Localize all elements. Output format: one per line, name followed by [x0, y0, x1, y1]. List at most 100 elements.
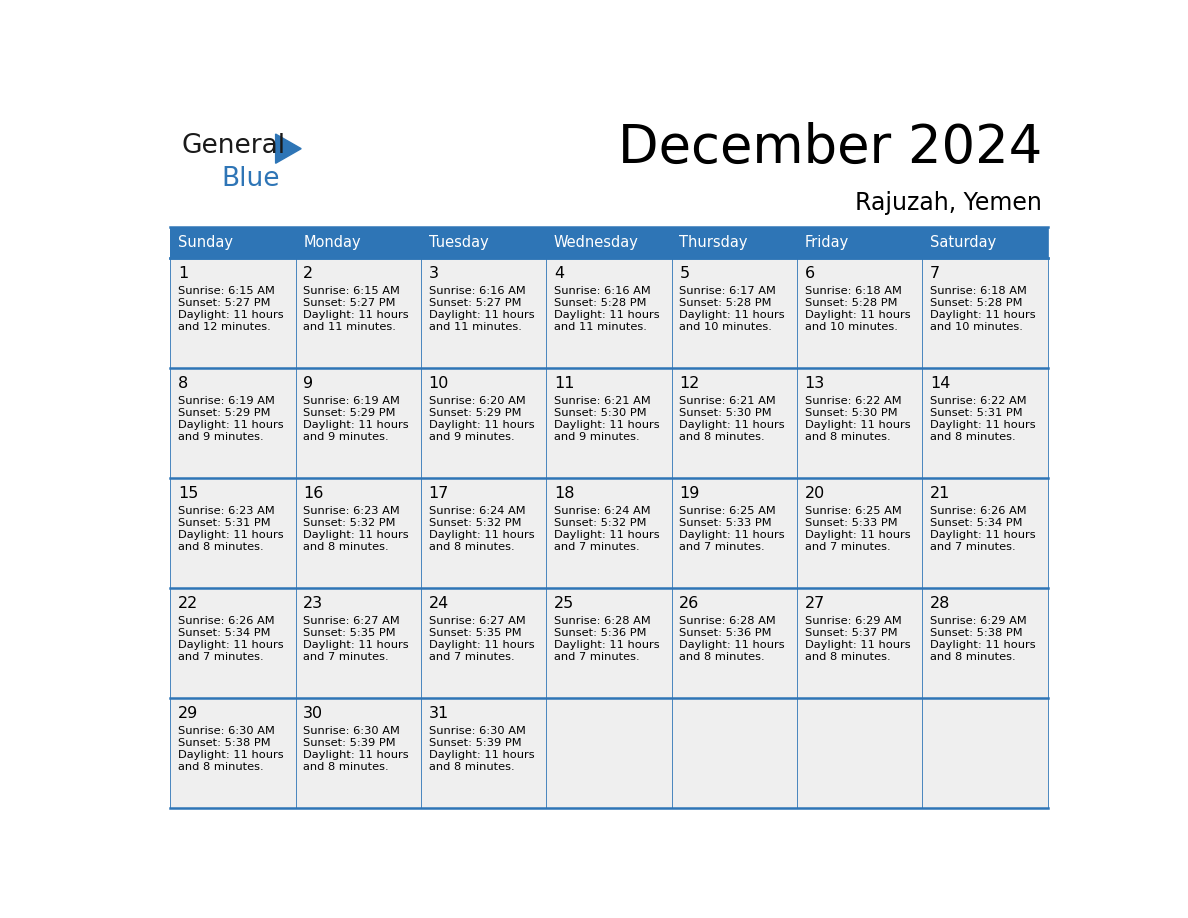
Text: and 8 minutes.: and 8 minutes. [680, 652, 765, 662]
Text: Monday: Monday [303, 235, 361, 250]
Text: and 7 minutes.: and 7 minutes. [930, 543, 1016, 553]
Text: Daylight: 11 hours: Daylight: 11 hours [554, 640, 659, 650]
Bar [797, 478, 922, 588]
Text: Daylight: 11 hours: Daylight: 11 hours [930, 310, 1036, 320]
Text: 8: 8 [178, 375, 188, 391]
Text: 24: 24 [429, 596, 449, 610]
Bar [546, 588, 671, 698]
Text: 10: 10 [429, 375, 449, 391]
Text: Sunset: 5:38 PM: Sunset: 5:38 PM [178, 738, 271, 748]
Text: Thursday: Thursday [680, 235, 747, 250]
Text: Sunset: 5:33 PM: Sunset: 5:33 PM [804, 519, 897, 529]
Text: and 7 minutes.: and 7 minutes. [804, 543, 890, 553]
Text: 12: 12 [680, 375, 700, 391]
Text: Daylight: 11 hours: Daylight: 11 hours [178, 531, 284, 541]
Bar [797, 258, 922, 368]
Bar [296, 478, 421, 588]
Text: Sunset: 5:31 PM: Sunset: 5:31 PM [930, 409, 1023, 419]
Text: Daylight: 11 hours: Daylight: 11 hours [930, 420, 1036, 431]
Bar [546, 227, 671, 258]
Text: 4: 4 [554, 265, 564, 281]
Text: Daylight: 11 hours: Daylight: 11 hours [429, 750, 535, 760]
Text: Sunrise: 6:25 AM: Sunrise: 6:25 AM [804, 507, 902, 517]
Text: Daylight: 11 hours: Daylight: 11 hours [930, 531, 1036, 541]
Bar [922, 227, 1048, 258]
Text: and 11 minutes.: and 11 minutes. [429, 322, 522, 332]
Text: and 8 minutes.: and 8 minutes. [804, 432, 890, 442]
Text: Sunrise: 6:30 AM: Sunrise: 6:30 AM [429, 726, 525, 736]
Text: Rajuzah, Yemen: Rajuzah, Yemen [855, 191, 1042, 215]
Text: Sunset: 5:35 PM: Sunset: 5:35 PM [429, 628, 522, 638]
Text: Sunset: 5:35 PM: Sunset: 5:35 PM [303, 628, 396, 638]
Text: 5: 5 [680, 265, 689, 281]
Bar [421, 588, 546, 698]
Bar [170, 258, 296, 368]
Text: Daylight: 11 hours: Daylight: 11 hours [303, 750, 409, 760]
Text: and 7 minutes.: and 7 minutes. [554, 652, 639, 662]
Text: 23: 23 [303, 596, 323, 610]
Text: Sunset: 5:27 PM: Sunset: 5:27 PM [303, 298, 396, 308]
Text: Saturday: Saturday [930, 235, 997, 250]
Text: 21: 21 [930, 486, 950, 500]
Text: and 10 minutes.: and 10 minutes. [680, 322, 772, 332]
Text: Sunrise: 6:27 AM: Sunrise: 6:27 AM [429, 616, 525, 626]
Text: 15: 15 [178, 486, 198, 500]
Text: 1: 1 [178, 265, 188, 281]
Bar [546, 478, 671, 588]
Text: and 8 minutes.: and 8 minutes. [930, 652, 1016, 662]
Text: Daylight: 11 hours: Daylight: 11 hours [554, 531, 659, 541]
Text: Daylight: 11 hours: Daylight: 11 hours [303, 640, 409, 650]
Text: Sunrise: 6:28 AM: Sunrise: 6:28 AM [554, 616, 651, 626]
Text: Daylight: 11 hours: Daylight: 11 hours [178, 640, 284, 650]
Bar [421, 258, 546, 368]
Text: and 9 minutes.: and 9 minutes. [554, 432, 639, 442]
Text: 11: 11 [554, 375, 575, 391]
Text: and 7 minutes.: and 7 minutes. [303, 652, 388, 662]
Text: Daylight: 11 hours: Daylight: 11 hours [680, 310, 785, 320]
Text: Sunrise: 6:21 AM: Sunrise: 6:21 AM [554, 397, 651, 407]
Text: Daylight: 11 hours: Daylight: 11 hours [429, 420, 535, 431]
Text: and 8 minutes.: and 8 minutes. [178, 762, 264, 772]
Text: Sunset: 5:38 PM: Sunset: 5:38 PM [930, 628, 1023, 638]
Text: 28: 28 [930, 596, 950, 610]
Text: and 7 minutes.: and 7 minutes. [680, 543, 765, 553]
Text: Sunset: 5:28 PM: Sunset: 5:28 PM [680, 298, 772, 308]
Text: Sunset: 5:30 PM: Sunset: 5:30 PM [680, 409, 772, 419]
Text: and 11 minutes.: and 11 minutes. [554, 322, 646, 332]
Text: Daylight: 11 hours: Daylight: 11 hours [303, 420, 409, 431]
Text: Sunrise: 6:15 AM: Sunrise: 6:15 AM [178, 286, 274, 297]
Text: and 8 minutes.: and 8 minutes. [930, 432, 1016, 442]
Text: Sunrise: 6:20 AM: Sunrise: 6:20 AM [429, 397, 525, 407]
Text: Friday: Friday [804, 235, 849, 250]
Text: Sunset: 5:30 PM: Sunset: 5:30 PM [804, 409, 897, 419]
Text: Sunrise: 6:30 AM: Sunrise: 6:30 AM [178, 726, 274, 736]
Text: Sunrise: 6:15 AM: Sunrise: 6:15 AM [303, 286, 400, 297]
Text: Sunrise: 6:26 AM: Sunrise: 6:26 AM [178, 616, 274, 626]
Text: Daylight: 11 hours: Daylight: 11 hours [554, 420, 659, 431]
Text: 26: 26 [680, 596, 700, 610]
Text: Sunrise: 6:22 AM: Sunrise: 6:22 AM [930, 397, 1026, 407]
Text: Daylight: 11 hours: Daylight: 11 hours [303, 531, 409, 541]
Bar [671, 588, 797, 698]
Bar [296, 588, 421, 698]
Text: Sunset: 5:33 PM: Sunset: 5:33 PM [680, 519, 772, 529]
Text: Sunrise: 6:27 AM: Sunrise: 6:27 AM [303, 616, 400, 626]
Text: Sunrise: 6:19 AM: Sunrise: 6:19 AM [303, 397, 400, 407]
Bar [797, 368, 922, 478]
Bar [170, 368, 296, 478]
Text: Sunset: 5:32 PM: Sunset: 5:32 PM [429, 519, 522, 529]
Text: Sunset: 5:39 PM: Sunset: 5:39 PM [429, 738, 522, 748]
Text: Sunset: 5:32 PM: Sunset: 5:32 PM [303, 519, 396, 529]
Text: 18: 18 [554, 486, 575, 500]
Bar [671, 368, 797, 478]
Text: and 8 minutes.: and 8 minutes. [303, 762, 388, 772]
Bar [296, 368, 421, 478]
Text: Sunrise: 6:30 AM: Sunrise: 6:30 AM [303, 726, 400, 736]
Text: Daylight: 11 hours: Daylight: 11 hours [429, 310, 535, 320]
Bar [170, 588, 296, 698]
Text: Sunset: 5:36 PM: Sunset: 5:36 PM [680, 628, 772, 638]
Bar [421, 478, 546, 588]
Text: Sunset: 5:37 PM: Sunset: 5:37 PM [804, 628, 897, 638]
Text: Sunrise: 6:21 AM: Sunrise: 6:21 AM [680, 397, 776, 407]
Text: Sunset: 5:31 PM: Sunset: 5:31 PM [178, 519, 271, 529]
